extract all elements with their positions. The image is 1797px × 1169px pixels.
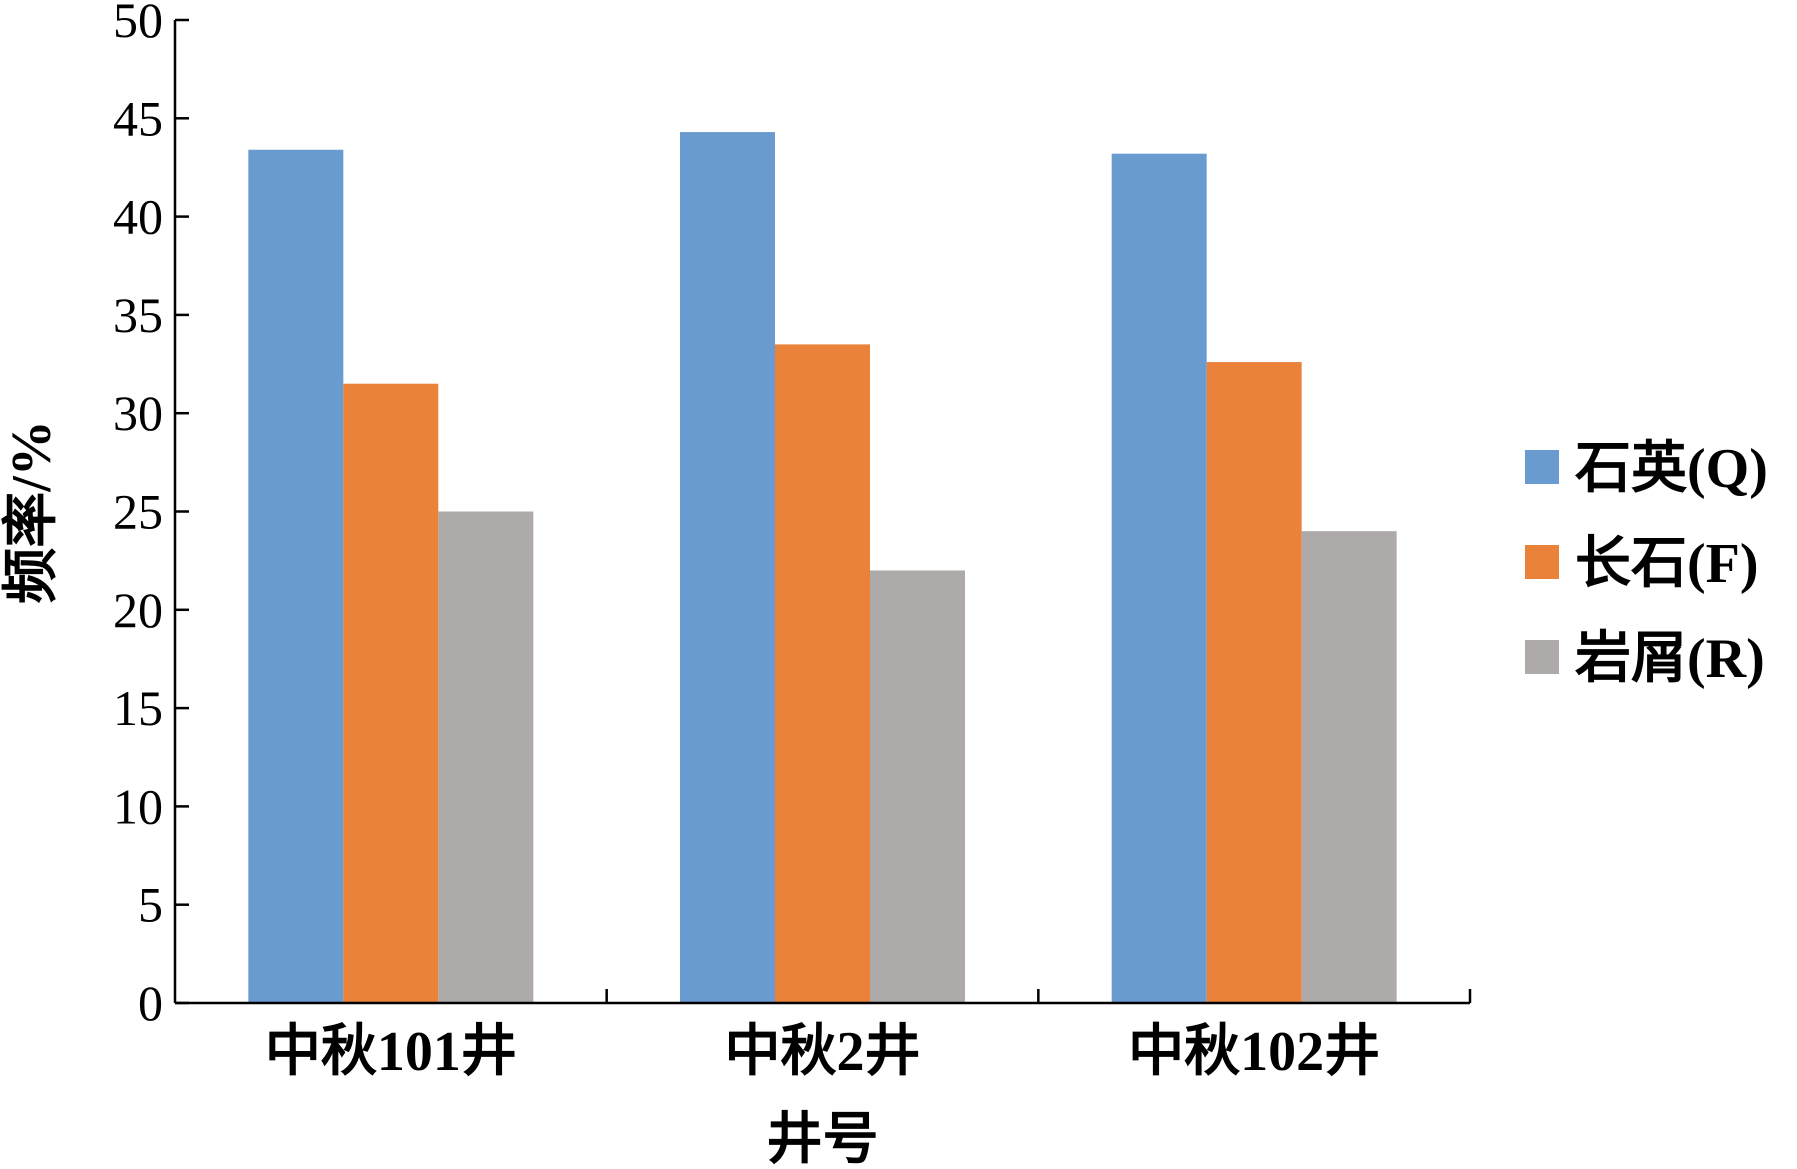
y-tick-label: 20 <box>113 582 163 638</box>
y-tick-label: 10 <box>113 778 163 834</box>
y-ticks-group: 0 5 10 15 20 25 30 35 40 45 50 <box>113 0 189 1031</box>
x-category-label: 中秋2井 <box>725 1021 921 1083</box>
y-axis-title: 频率/% <box>1 420 63 604</box>
legend-label-2: 长石(F) <box>1575 533 1759 595</box>
bar-1-1 <box>248 149 344 1004</box>
legend: 石英(Q) 长石(F) 岩屑(R) <box>1525 438 1768 690</box>
bar-2-2 <box>775 344 870 1003</box>
x-category-label: 中秋101井 <box>265 1021 517 1083</box>
y-tick-label: 45 <box>113 90 163 146</box>
bar-3-1 <box>438 511 534 1003</box>
y-tick-label: 35 <box>113 287 163 343</box>
legend-label-3: 岩屑(R) <box>1575 628 1765 690</box>
x-category-label: 中秋102井 <box>1128 1021 1380 1083</box>
y-tick-label: 40 <box>113 189 163 245</box>
y-tick-label: 0 <box>138 975 163 1031</box>
x-categories-group: 中秋101井 中秋2井 中秋102井 <box>265 1021 1380 1083</box>
bars-group <box>248 132 1397 1004</box>
y-tick-label: 50 <box>113 0 163 48</box>
bar-1-3 <box>1111 153 1207 1004</box>
bar-2-3 <box>1206 362 1302 1004</box>
y-tick-label: 5 <box>138 877 163 933</box>
bar-3-3 <box>1301 531 1397 1003</box>
y-tick-label: 30 <box>113 385 163 441</box>
bar-2-1 <box>343 383 439 1004</box>
legend-swatch-3 <box>1525 640 1559 674</box>
legend-swatch-1 <box>1525 450 1559 484</box>
bar-1-2 <box>680 132 775 1003</box>
x-axis-title: 井号 <box>767 1109 879 1169</box>
bar-3-2 <box>870 570 965 1003</box>
legend-swatch-2 <box>1525 545 1559 579</box>
y-tick-label: 25 <box>113 484 163 540</box>
y-tick-label: 15 <box>113 680 163 736</box>
legend-label-1: 石英(Q) <box>1575 438 1768 500</box>
